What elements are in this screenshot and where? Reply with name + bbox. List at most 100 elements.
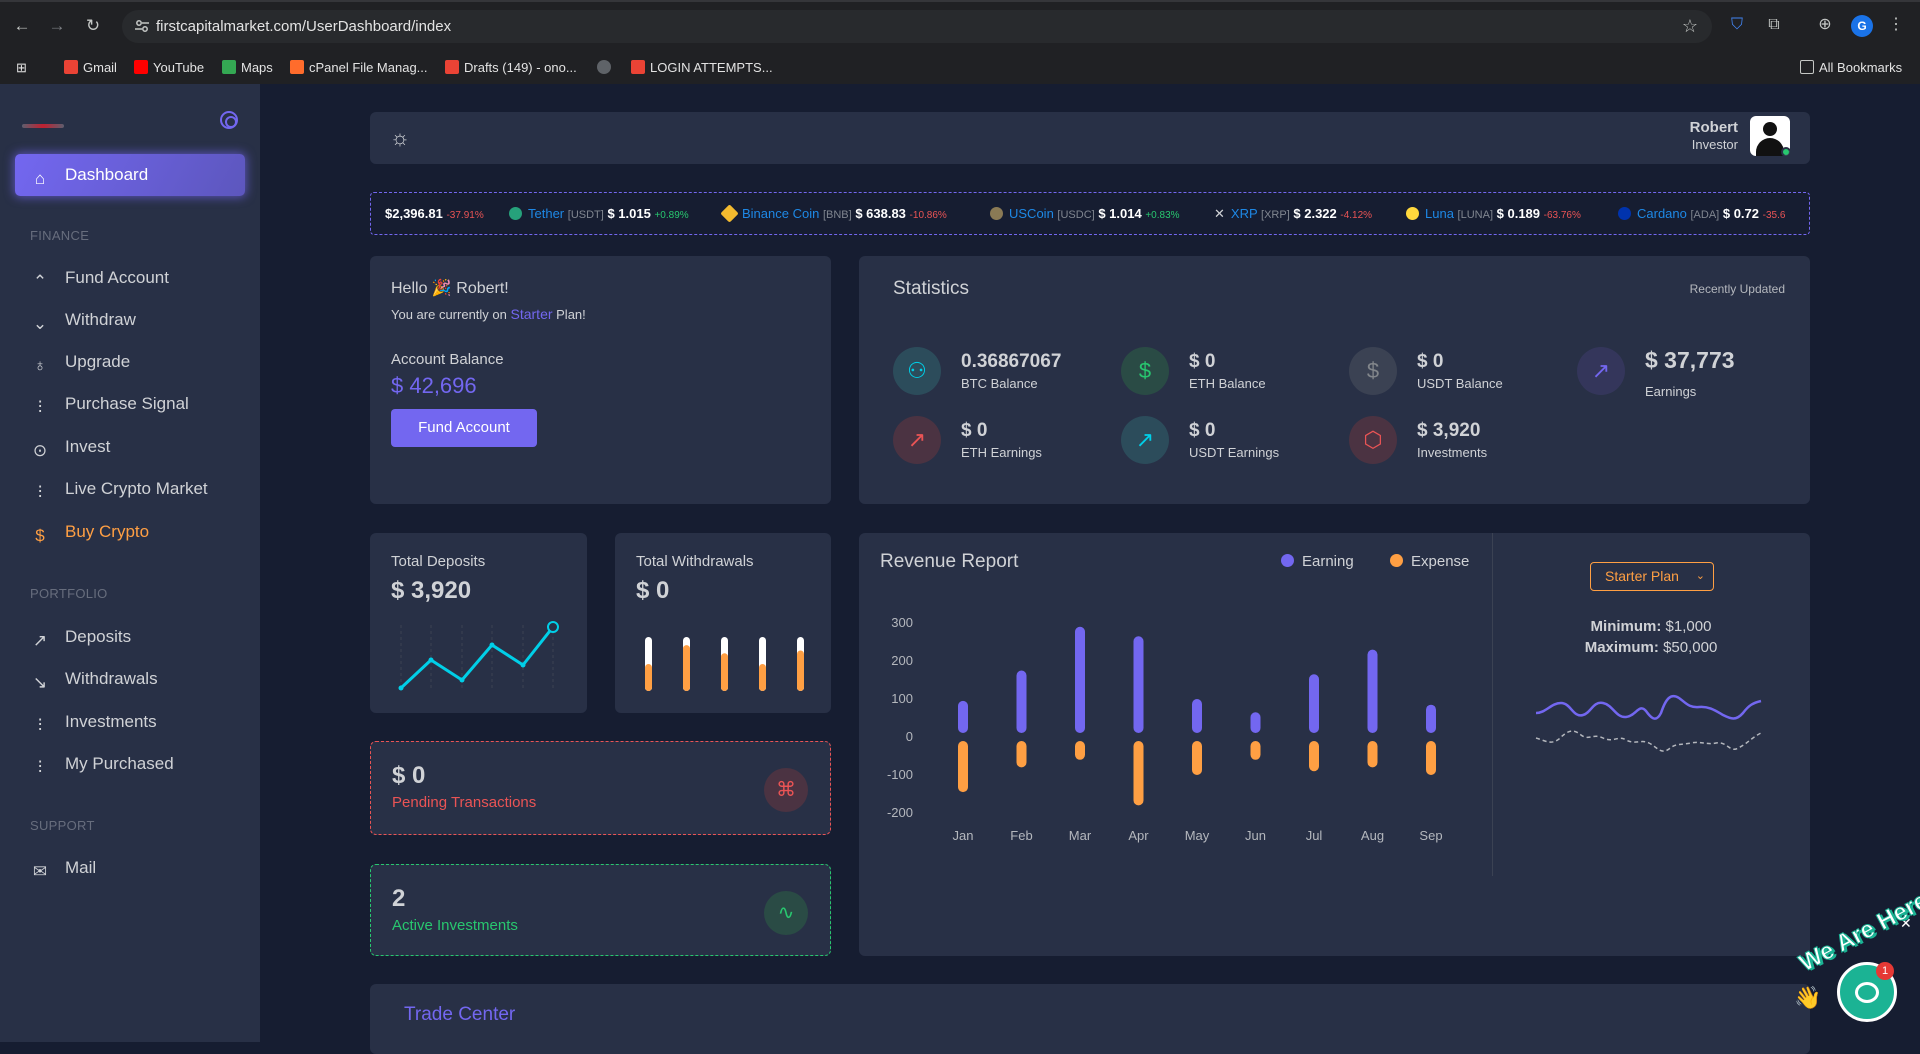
deposits-value: $ 3,920 <box>391 577 472 604</box>
sidebar-item-invest[interactable]: ⊙ Invest <box>30 435 110 460</box>
revenue-report-card: Revenue Report Earning Expense 300 200 100… <box>859 533 1810 956</box>
statistics-title: Statistics <box>893 278 970 299</box>
bookmark-cpanel[interactable]: cPanel File Manag... <box>290 58 428 78</box>
apps-grid-icon[interactable]: ⊞ <box>16 60 27 75</box>
earning-bar <box>1016 670 1027 733</box>
fund-account-button[interactable]: Fund Account <box>391 409 537 447</box>
avatar[interactable] <box>1750 116 1790 156</box>
sun-icon[interactable]: ☼ <box>389 125 411 150</box>
box-icon: ⬡ <box>1349 416 1397 464</box>
profile-avatar[interactable]: G <box>1851 15 1873 37</box>
bookmark-all[interactable]: All Bookmarks <box>1800 58 1902 78</box>
sidebar-item-withdraw[interactable]: ⌄ Withdraw <box>30 308 136 333</box>
reload-icon[interactable]: ↻ <box>85 16 101 35</box>
expense-bar <box>1075 741 1085 760</box>
sidebar-item-mail[interactable]: ✉ Mail <box>30 856 96 881</box>
x-tick-label: Jun <box>1245 828 1266 843</box>
earning-bar <box>1367 649 1378 733</box>
expense-bar <box>1250 741 1261 760</box>
section-finance: FINANCE <box>30 228 90 243</box>
ticker-item[interactable]: Binance Coin [BNB] $ 638.83 -10.86% <box>720 204 947 223</box>
download-icon[interactable]: ⊕ <box>1818 16 1832 33</box>
bookmark-youtube[interactable]: YouTube <box>134 58 204 78</box>
statistics-card: Statistics Recently Updated ⚇ 0.36867067… <box>859 256 1810 504</box>
sidebar-item-deposits[interactable]: ↗ Deposits <box>30 625 131 650</box>
ticker-item[interactable]: USCoin [USDC] $ 1.014 +0.83% <box>990 206 1180 221</box>
withdrawal-bar-fill <box>645 664 652 691</box>
user-name[interactable]: Robert <box>1689 119 1738 136</box>
stat-investments: ⬡ $ 3,920 Investments <box>1349 416 1569 466</box>
earning-bar <box>1133 636 1144 733</box>
bar-chart-icon: ⫶ <box>37 398 43 417</box>
bookmark-drafts[interactable]: Drafts (149) - ono... <box>445 58 577 78</box>
sidebar-item-dashboard[interactable] <box>15 154 245 196</box>
ticker-item[interactable]: Cardano [ADA] $ 0.72 -35.6 <box>1618 206 1785 221</box>
stat-btc-balance: ⚇ 0.36867067 BTC Balance <box>893 347 1113 397</box>
earning-bar <box>958 700 968 733</box>
sidebar-item-my-purchased[interactable]: ⫶ My Purchased <box>30 752 174 777</box>
sidebar-item-fund-account[interactable]: ⌃ Fund Account <box>30 266 169 291</box>
stat-earnings: ↗ $ 37,773 Earnings <box>1577 347 1797 399</box>
withdrawals-title: Total Withdrawals <box>636 553 754 570</box>
y-tick-label: 200 <box>891 653 913 668</box>
ticker-item[interactable]: Luna [LUNA] $ 0.189 -63.76% <box>1406 206 1581 221</box>
luna-icon <box>1406 207 1419 220</box>
deposits-title: Total Deposits <box>391 553 486 570</box>
bar-chart-icon: ⫶ <box>37 483 43 502</box>
y-tick-label: -200 <box>887 805 913 820</box>
menu-dots-icon[interactable]: ⋮ <box>1888 16 1904 33</box>
bookmark-login[interactable]: LOGIN ATTEMPTS... <box>631 58 773 78</box>
dollar-icon: $ <box>1121 347 1169 395</box>
balance-value: $ 42,696 <box>391 373 477 398</box>
ticker-item[interactable]: ✕ XRP [XRP] $ 2.322 -4.12% <box>1214 206 1373 221</box>
trending-up-icon: ↗ <box>1577 347 1625 395</box>
sidebar-item-purchase-signal[interactable]: ⫶ Purchase Signal <box>30 392 189 417</box>
bookmark-globe[interactable] <box>597 58 616 78</box>
url-text[interactable]: firstcapitalmarket.com/UserDashboard/ind… <box>156 18 452 35</box>
revenue-title: Revenue Report <box>880 551 1019 572</box>
sidebar-item-live-market[interactable]: ⫶ Live Crypto Market <box>30 477 208 502</box>
mail-icon: ✉ <box>32 862 48 881</box>
ticker-item[interactable]: Tether [USDT] $ 1.015 +0.89% <box>509 206 689 221</box>
back-icon[interactable]: ← <box>13 16 31 35</box>
withdrawal-bar-fill <box>797 650 804 691</box>
ticker-item[interactable]: $2,396.81 -37.91% <box>385 206 484 221</box>
trending-up-icon: ↗ <box>1121 416 1169 464</box>
extensions-icon[interactable]: ⧉ <box>1768 16 1780 33</box>
sidebar-item-upgrade[interactable]: ♁ Upgrade <box>30 350 131 375</box>
stat-usdt-earnings: ↗ $ 0 USDT Earnings <box>1121 416 1341 466</box>
expense-bar <box>1133 741 1144 806</box>
chat-close-icon[interactable]: ✕ <box>1900 915 1912 931</box>
usdc-icon <box>990 207 1003 220</box>
bookmark-maps[interactable]: Maps <box>222 58 273 78</box>
logo[interactable] <box>22 124 64 128</box>
cpanel-icon <box>290 60 304 74</box>
earning-bar <box>1309 674 1319 733</box>
waving-hand-icon: 👋 <box>1794 985 1822 1010</box>
collapse-toggle-icon[interactable] <box>220 111 238 129</box>
withdrawals-value: $ 0 <box>636 577 670 604</box>
sidebar-item-buy-crypto[interactable]: $ Buy Crypto <box>30 520 149 545</box>
stat-eth-earnings: ↗ $ 0 ETH Earnings <box>893 416 1113 466</box>
bar-chart-icon: ⫶ <box>37 758 43 777</box>
site-settings-icon[interactable] <box>134 18 150 34</box>
sidebar-item-withdrawals[interactable]: ↘ Withdrawals <box>30 667 158 692</box>
chat-badge: 1 <box>1876 962 1894 980</box>
double-chevron-up-icon: ⌃ <box>32 272 48 291</box>
y-tick-label: -100 <box>887 767 913 782</box>
gmail-icon <box>631 60 645 74</box>
bookmark-star-icon[interactable]: ☆ <box>1681 16 1698 36</box>
shield-extension-icon[interactable]: ⛉ <box>1730 16 1743 33</box>
y-tick-label: 0 <box>906 729 913 744</box>
chat-button[interactable] <box>1837 962 1897 1022</box>
address-bar[interactable]: firstcapitalmarket.com/UserDashboard/ind… <box>122 10 1712 43</box>
plan-name[interactable]: Starter <box>510 306 553 322</box>
plan-select-dropdown[interactable]: Starter Plan ⌄ <box>1590 562 1714 591</box>
x-tick-label: May <box>1185 828 1210 843</box>
sidebar-item-dashboard-label[interactable]: ⌂ Dashboard <box>30 163 148 188</box>
forward-icon[interactable]: → <box>48 16 66 35</box>
sidebar-item-investments[interactable]: ⫶ Investments <box>30 710 157 735</box>
binance-icon <box>720 204 739 223</box>
bookmark-gmail[interactable]: Gmail <box>64 58 117 78</box>
greeting: Hello 🎉 Robert! <box>391 280 509 297</box>
